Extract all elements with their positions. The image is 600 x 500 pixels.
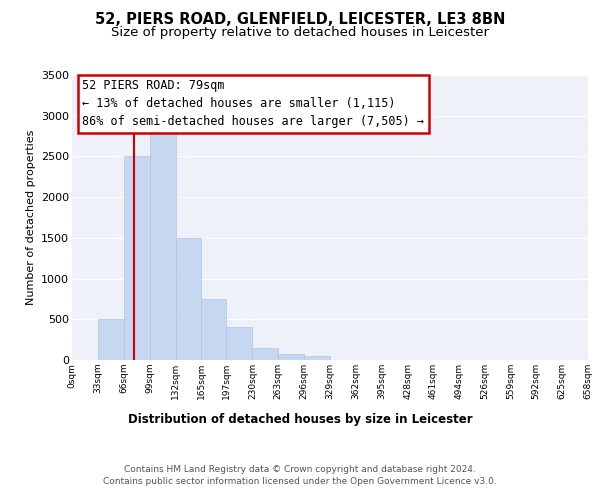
Text: Size of property relative to detached houses in Leicester: Size of property relative to detached ho… bbox=[111, 26, 489, 39]
Bar bbox=[253, 348, 278, 360]
Text: 52, PIERS ROAD, GLENFIELD, LEICESTER, LE3 8BN: 52, PIERS ROAD, GLENFIELD, LEICESTER, LE… bbox=[95, 12, 505, 28]
Bar bbox=[176, 238, 202, 360]
Bar bbox=[124, 156, 149, 360]
Text: 52 PIERS ROAD: 79sqm
← 13% of detached houses are smaller (1,115)
86% of semi-de: 52 PIERS ROAD: 79sqm ← 13% of detached h… bbox=[82, 80, 424, 128]
Bar bbox=[202, 299, 226, 360]
Bar bbox=[304, 356, 330, 360]
Text: Contains public sector information licensed under the Open Government Licence v3: Contains public sector information licen… bbox=[103, 478, 497, 486]
Text: Contains HM Land Registry data © Crown copyright and database right 2024.: Contains HM Land Registry data © Crown c… bbox=[124, 465, 476, 474]
Bar bbox=[226, 328, 253, 360]
Bar bbox=[98, 320, 124, 360]
Text: Distribution of detached houses by size in Leicester: Distribution of detached houses by size … bbox=[128, 412, 472, 426]
Y-axis label: Number of detached properties: Number of detached properties bbox=[26, 130, 35, 305]
Bar bbox=[149, 132, 176, 360]
Bar bbox=[278, 354, 304, 360]
